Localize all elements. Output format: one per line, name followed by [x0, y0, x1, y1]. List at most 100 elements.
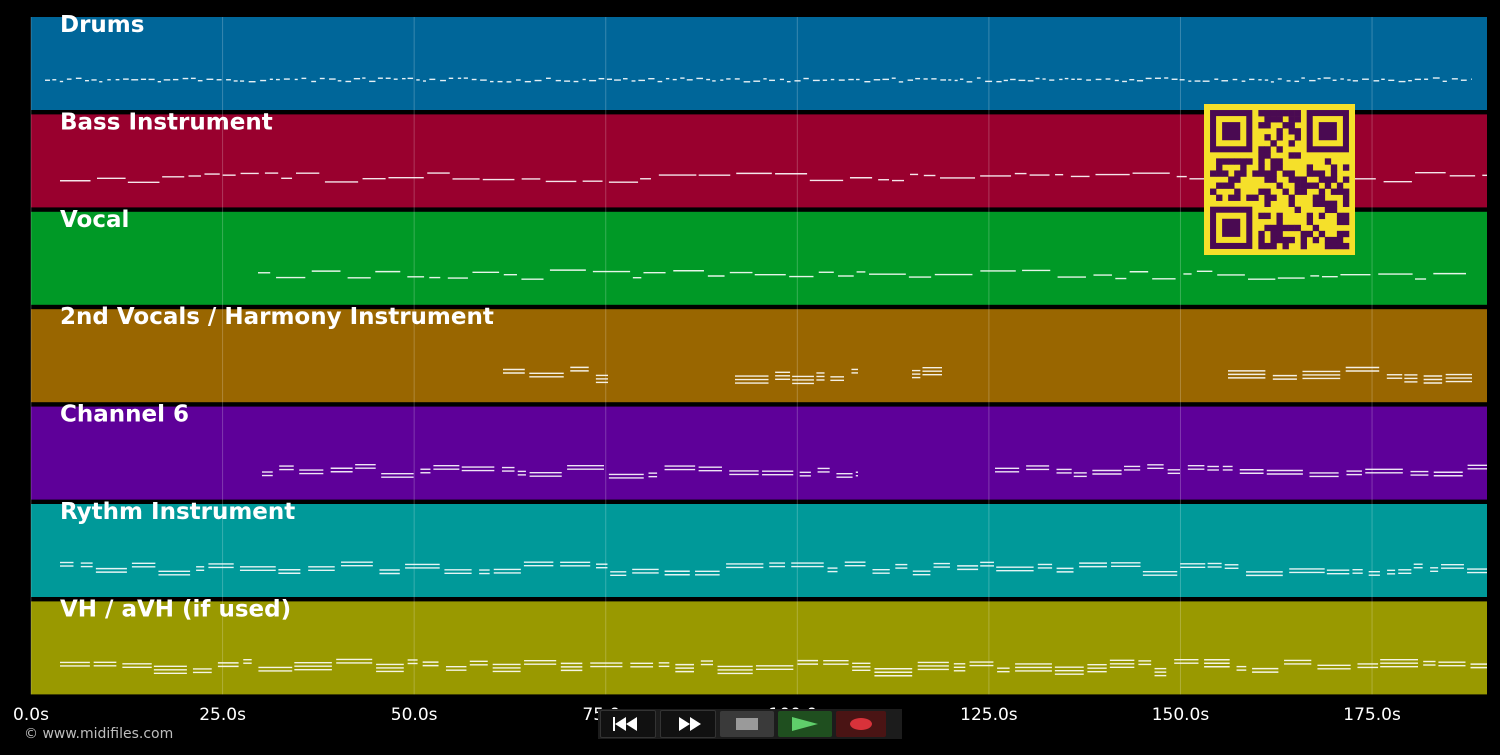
- qr-module: [1276, 146, 1283, 153]
- qr-module: [1288, 116, 1295, 123]
- qr-module: [1300, 182, 1307, 189]
- qr-module: [1342, 188, 1350, 195]
- qr-module: [1264, 188, 1271, 195]
- qr-module: [1336, 236, 1344, 244]
- qr-module: [1294, 206, 1301, 214]
- qr-module: [1294, 110, 1301, 117]
- track-lane: Channel 6: [31, 402, 1487, 500]
- track-lane: Drums: [31, 12, 1487, 110]
- qr-module: [1324, 158, 1332, 165]
- qr-module: [1330, 200, 1338, 207]
- qr-module: [1276, 110, 1283, 117]
- track-notes: [262, 464, 1487, 479]
- qr-module: [1336, 182, 1344, 189]
- qr-module: [1306, 230, 1314, 238]
- qr-module: [1318, 176, 1326, 183]
- qr-module: [1306, 218, 1314, 226]
- qr-module: [1330, 206, 1338, 214]
- stop-button[interactable]: [720, 711, 774, 737]
- qr-module: [1324, 176, 1332, 183]
- qr-module: [1264, 242, 1271, 250]
- track-background: [31, 17, 1487, 110]
- qr-module: [1276, 158, 1283, 165]
- qr-module: [1264, 224, 1271, 232]
- qr-module: [1258, 212, 1265, 220]
- qr-module: [1324, 200, 1332, 207]
- qr-module: [1324, 206, 1332, 214]
- qr-module: [1300, 242, 1307, 250]
- qr-module: [1258, 152, 1265, 159]
- qr-module: [1336, 242, 1344, 250]
- qr-module: [1276, 236, 1283, 244]
- qr-module: [1264, 116, 1271, 123]
- qr-module: [1282, 188, 1289, 195]
- qr-module: [1336, 212, 1344, 220]
- track-background: [31, 601, 1487, 695]
- qr-module: [1312, 194, 1320, 201]
- qr-module: [1324, 182, 1332, 189]
- qr-module: [1222, 182, 1229, 189]
- time-tick-label: 25.0s: [199, 705, 246, 725]
- qr-module: [1342, 176, 1350, 183]
- track-label: Drums: [60, 12, 144, 38]
- play-button[interactable]: [778, 711, 832, 737]
- qr-module: [1270, 164, 1277, 171]
- rewind-button[interactable]: [600, 710, 656, 738]
- qr-module: [1270, 224, 1277, 232]
- qr-module: [1228, 182, 1235, 189]
- qr-module: [1264, 194, 1271, 201]
- qr-module: [1276, 128, 1283, 135]
- qr-module: [1342, 164, 1350, 171]
- qr-module: [1258, 110, 1265, 117]
- qr-module: [1264, 110, 1271, 117]
- qr-module: [1252, 170, 1259, 177]
- track-label: 2nd Vocals / Harmony Instrument: [60, 304, 494, 330]
- qr-module: [1282, 170, 1289, 177]
- qr-module: [1276, 116, 1283, 123]
- qr-module: [1318, 188, 1326, 195]
- time-tick-label: 50.0s: [391, 705, 438, 725]
- qr-module: [1234, 170, 1241, 177]
- qr-module: [1294, 188, 1301, 195]
- qr-module: [1312, 236, 1320, 244]
- qr-module: [1288, 140, 1295, 147]
- qr-module: [1240, 158, 1247, 165]
- qr-module: [1258, 236, 1265, 244]
- qr-module: [1240, 170, 1247, 177]
- qr-finder-center: [1318, 122, 1337, 141]
- fast-forward-button[interactable]: [660, 710, 716, 738]
- qr-module: [1276, 164, 1283, 171]
- tracks-layer: Drums Bass Instrument Vocal 2nd Vocals / Ha…: [31, 12, 1487, 695]
- qr-module: [1276, 212, 1283, 220]
- qr-module: [1246, 158, 1253, 165]
- qr-module: [1282, 236, 1289, 244]
- track-label: Channel 6: [60, 402, 189, 428]
- fast-forward-icon: [679, 717, 701, 731]
- time-tick-label: 0.0s: [13, 705, 49, 725]
- track-notes: [258, 269, 1467, 280]
- copyright-text: © www.midifiles.com: [24, 726, 174, 742]
- qr-module: [1264, 152, 1271, 159]
- transport-controls: [598, 709, 902, 739]
- qr-module: [1312, 200, 1320, 207]
- qr-module: [1288, 176, 1295, 183]
- qr-module: [1330, 242, 1338, 250]
- qr-module: [1228, 176, 1235, 183]
- qr-module: [1234, 176, 1241, 183]
- qr-module: [1222, 170, 1229, 177]
- qr-module: [1258, 170, 1265, 177]
- qr-module: [1258, 158, 1265, 165]
- qr-module: [1324, 242, 1332, 250]
- qr-module: [1312, 170, 1320, 177]
- qr-module: [1258, 164, 1265, 171]
- qr-module: [1270, 176, 1277, 183]
- record-button[interactable]: [836, 711, 886, 737]
- qr-module: [1342, 212, 1350, 220]
- track-notes: [60, 171, 1487, 184]
- qr-module: [1282, 110, 1289, 117]
- qr-module: [1216, 158, 1223, 165]
- qr-module: [1294, 128, 1301, 135]
- qr-module: [1342, 194, 1350, 201]
- qr-module: [1288, 110, 1295, 117]
